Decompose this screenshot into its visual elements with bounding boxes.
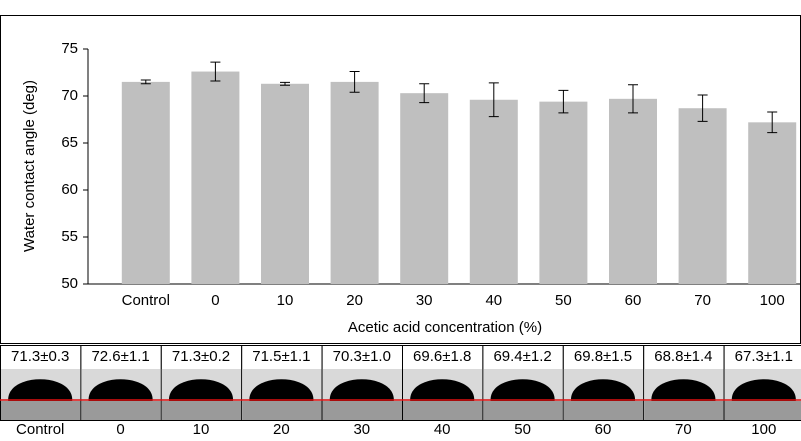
contact-angle-label: 69.6±1.8 [413,348,471,365]
contact-angle-label: 69.4±1.2 [493,348,551,365]
bar [261,83,309,284]
droplet [490,379,555,401]
contact-angle-label: 68.8±1.4 [654,348,712,365]
x-tick-label: 50 [555,292,572,309]
contact-angle-label: 67.3±1.1 [735,348,793,365]
error-bar [140,79,151,85]
x-tick-label: 0 [211,292,219,309]
droplet-substrate [563,401,644,420]
bar [469,99,518,284]
error-bar [210,61,221,82]
y-tick-label: 50 [61,275,78,292]
droplet-substrate [81,401,161,420]
x-tick-label: 30 [416,292,433,309]
bar [330,81,379,285]
y-tick-label: 70 [61,87,78,104]
droplet [88,379,153,401]
error-bar [280,81,290,86]
droplet [731,379,796,401]
droplet [651,379,716,401]
droplet-label: 100 [751,421,776,436]
droplet-label: 0 [116,421,124,436]
contact-angle-label: 70.3±1.0 [333,348,391,365]
bar [400,93,449,285]
droplet-label: 60 [595,421,612,436]
droplet-substrate [322,401,402,420]
y-tick-label: 55 [61,228,78,245]
droplet-substrate [242,401,322,420]
droplet [410,379,475,401]
droplet-label: 20 [273,421,290,436]
droplet [570,379,636,401]
droplet [249,379,314,401]
y-tick-label: 65 [61,134,78,151]
error-bar [558,89,569,114]
bar [748,122,797,284]
droplet-substrate [403,401,483,420]
y-tick-label: 60 [61,181,78,198]
contact-angle-label: 69.8±1.5 [574,348,632,365]
y-tick-label: 75 [61,40,78,57]
error-bar [697,94,708,122]
droplet-label: 30 [353,421,370,436]
error-bar [419,83,430,104]
droplet-label: Control [16,421,64,436]
x-tick-label: 20 [346,292,363,309]
bar [191,71,240,284]
bar [121,81,170,285]
contact-angle-label: 71.5±1.1 [252,348,310,365]
droplet-substrate [483,401,563,420]
error-bar [628,84,638,114]
error-bar [767,111,778,134]
droplet-label: 50 [514,421,531,436]
droplet-label: 70 [675,421,692,436]
droplet [8,379,73,401]
contact-angle-label: 71.3±0.3 [11,348,69,365]
bar [609,98,657,284]
droplet-label: 10 [193,421,210,436]
x-tick-label: 100 [760,292,785,309]
contact-angle-label: 71.3±0.2 [172,348,230,365]
x-tick-label: 40 [485,292,502,309]
x-tick-label: Control [122,292,170,309]
droplet-substrate [161,401,242,420]
droplet-substrate [644,401,724,420]
droplet [168,379,234,401]
droplet-label: 40 [434,421,451,436]
contact-angle-label: 72.6±1.1 [91,348,149,365]
x-tick-label: 70 [694,292,711,309]
x-tick-label: 10 [277,292,294,309]
bar [678,108,727,284]
x-axis-title: Acetic acid concentration (%) [348,319,542,336]
error-bar [488,82,499,118]
droplet [329,379,394,401]
x-tick-label: 60 [625,292,642,309]
droplet-substrate [1,401,81,420]
bar [539,101,588,284]
error-bar [349,71,360,93]
y-axis-title: Water contact angle (deg) [21,80,38,252]
droplet-substrate [724,401,801,420]
